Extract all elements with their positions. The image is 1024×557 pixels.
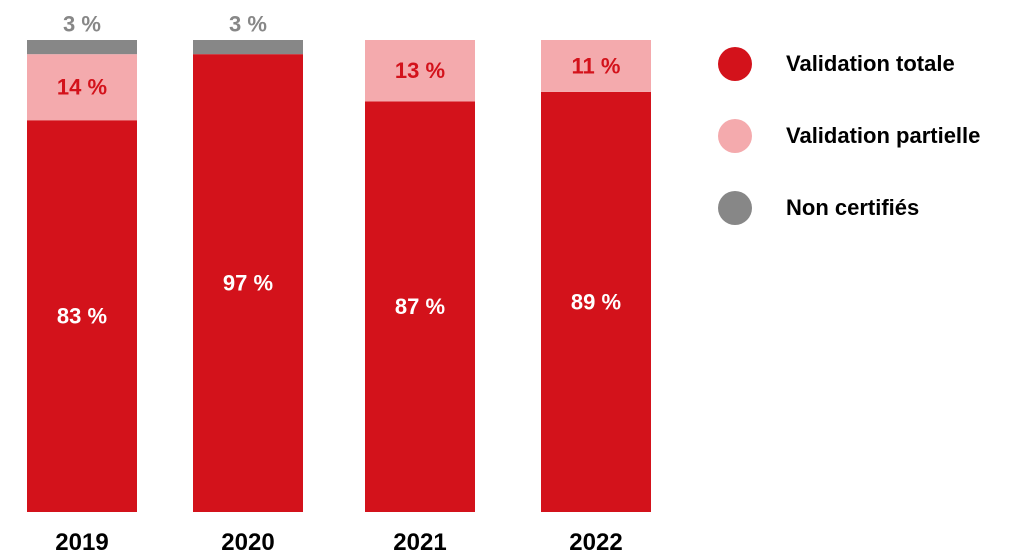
legend-swatch-non-certifies [718,191,752,225]
data-label-validation-partielle-2022: 11 % [572,53,621,78]
bar-validation-partielle-2022 [541,40,651,92]
x-tick-label-2022: 2022 [569,529,622,556]
bar-validation-totale-2019 [27,120,137,513]
legend-label-validation-totale: Validation totale [786,51,955,76]
data-label-validation-partielle-2019: 14 % [57,75,107,100]
bar-validation-totale-2020 [193,54,303,512]
data-label-validation-totale-2022: 89 % [571,289,621,314]
legend-swatch-validation-partielle [718,119,752,153]
data-label-validation-totale-2020: 97 % [223,271,273,296]
legend-item-non-certifies: Non certifiés [718,191,919,225]
bar-validation-partielle-2021 [365,40,475,102]
data-label-validation-totale-2021: 87 % [395,294,445,319]
x-tick-label-2020: 2020 [221,529,274,556]
data-label-non-certifies-2019: 3 % [63,12,101,37]
bar-non-certifies-2019 [27,40,137,55]
bar-validation-totale-2022 [541,91,651,513]
x-tick-label-2019: 2019 [55,529,108,556]
bar-non-certifies-2020 [193,40,303,55]
data-label-non-certifies-2020: 3 % [229,12,267,37]
legend-item-validation-totale: Validation totale [718,47,955,81]
legend-label-validation-partielle: Validation partielle [786,123,981,148]
data-labels-group: 83 % 14 % 3 % 97 % 3 % 87 % 13 % 89 % 11 % [57,12,621,329]
legend-label-non-certifies: Non certifiés [786,195,920,220]
data-label-validation-totale-2019: 83 % [57,304,107,329]
legend-item-validation-partielle: Validation partielle [718,119,980,153]
data-label-validation-partielle-2021: 13 % [395,58,445,83]
bar-validation-totale-2021 [365,101,475,513]
bars-group [27,40,651,513]
bar-validation-partielle-2019 [27,54,137,121]
x-tick-label-2021: 2021 [393,529,446,556]
x-axis-ticks: 2019 2020 2021 2022 [55,529,622,556]
legend-swatch-validation-totale [718,47,752,81]
